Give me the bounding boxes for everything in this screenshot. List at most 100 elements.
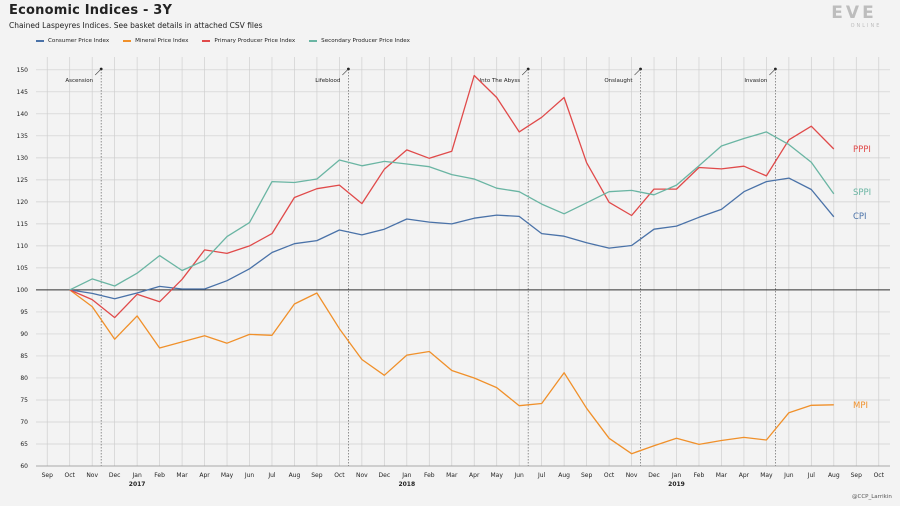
chart-subtitle: Chained Laspeyres Indices. See basket de… — [9, 21, 263, 30]
x-tick-label: Sep — [581, 472, 593, 479]
x-tick-label: Mar — [176, 472, 188, 479]
series-lines — [69, 74, 835, 455]
x-tick-label: May — [491, 472, 504, 479]
chart-legend: Consumer Price Index Mineral Price Index P… — [36, 38, 410, 44]
release-marker-leader — [769, 68, 776, 76]
x-tick-label: Jun — [244, 472, 255, 479]
series-end-labels: CPI MPI PPPI SPPI — [853, 145, 871, 411]
x-tick-label: Jun — [783, 472, 794, 479]
y-tick-label: 130 — [17, 155, 29, 162]
y-tick-label: 110 — [17, 243, 29, 250]
y-tick-label: 145 — [17, 89, 29, 96]
x-tick-label: Jan — [132, 472, 142, 479]
x-tick-label: Oct — [65, 472, 76, 479]
x-tick-label: Apr — [469, 472, 480, 479]
x-tick-label: Sep — [851, 472, 863, 479]
x-tick-label: Jul — [267, 472, 276, 479]
y-tick-label: 80 — [20, 375, 28, 382]
x-tick-label: Sep — [42, 472, 54, 479]
release-marker-leader — [94, 68, 102, 76]
legend-label: Primary Producer Price Index — [214, 38, 296, 44]
x-tick-label: May — [221, 472, 234, 479]
release-marker-label: Into The Abyss — [480, 78, 521, 84]
legend-item: Primary Producer Price Index — [202, 38, 295, 44]
legend-swatch — [309, 40, 318, 42]
series-line-sppi — [69, 131, 835, 291]
release-marker-leader — [634, 68, 641, 76]
year-label: 2019 — [668, 481, 685, 488]
x-tick-label: Sep — [311, 472, 323, 479]
y-tick-label: 150 — [17, 67, 29, 74]
x-tick-label: Apr — [199, 472, 210, 479]
series-line-cpi — [69, 177, 835, 300]
chart-title: Economic Indices - 3Y — [9, 3, 173, 18]
x-tick-label: Mar — [446, 472, 458, 479]
series-line-pppi — [69, 74, 835, 319]
legend-swatch — [123, 40, 132, 42]
x-tick-label: Feb — [694, 472, 705, 479]
series-end-label-cpi: CPI — [853, 212, 867, 222]
legend-swatch — [36, 40, 44, 42]
y-tick-label: 85 — [20, 353, 28, 360]
axes: Sep Oct Nov Dec Jan Feb Mar Apr May Jun Jul Aug Sep O… — [17, 67, 890, 488]
x-tick-label: Apr — [739, 472, 750, 479]
y-tick-label: 75 — [20, 397, 28, 404]
x-tick-label: Nov — [356, 472, 368, 479]
x-tick-label: Dec — [648, 472, 660, 479]
y-tick-label: 115 — [17, 221, 29, 228]
legend-label: Secondary Producer Price Index — [321, 38, 410, 44]
x-tick-label: Jan — [671, 472, 681, 479]
release-marker-label: Invasion — [744, 78, 767, 84]
x-tick-label: Nov — [626, 472, 638, 479]
y-tick-label: 100 — [17, 287, 29, 294]
x-tick-label: Dec — [109, 472, 121, 479]
y-tick-label: 70 — [20, 419, 28, 426]
y-tick-label: 90 — [20, 331, 28, 338]
x-tick-label: Jul — [807, 472, 816, 479]
x-tick-label: Feb — [424, 472, 435, 479]
x-tick-label: Jun — [513, 472, 524, 479]
x-tick-label: Jan — [401, 472, 411, 479]
series-line-mpi — [69, 289, 834, 455]
x-tick-label: Dec — [379, 472, 391, 479]
annotations: Ascension Lifeblood Into The Abyss Onslaugh… — [65, 67, 777, 466]
y-tick-label: 95 — [20, 309, 28, 316]
year-label: 2017 — [129, 481, 146, 488]
x-tick-label: Nov — [86, 472, 98, 479]
x-tick-label: Oct — [874, 472, 885, 479]
legend-swatch — [202, 40, 211, 42]
legend-item: Mineral Price Index — [123, 38, 188, 44]
x-tick-label: Oct — [604, 472, 615, 479]
y-tick-label: 105 — [17, 265, 29, 272]
y-tick-label: 140 — [17, 111, 29, 118]
legend-item: Consumer Price Index — [36, 38, 109, 44]
grid — [36, 57, 890, 467]
x-tick-label: May — [760, 472, 773, 479]
release-marker-leader — [342, 68, 349, 76]
logo-text: EVE — [831, 3, 876, 23]
legend-item: Secondary Producer Price Index — [309, 38, 410, 44]
release-marker-label: Ascension — [65, 78, 93, 84]
y-tick-label: 135 — [17, 133, 29, 140]
x-tick-label: Aug — [289, 472, 301, 479]
year-label: 2018 — [398, 481, 415, 488]
y-tick-label: 60 — [20, 463, 28, 470]
release-marker-leader — [521, 68, 529, 76]
logo-subtext: ONLINE — [851, 23, 882, 29]
release-marker-label: Lifeblood — [315, 78, 340, 84]
series-end-label-sppi: SPPI — [853, 188, 871, 198]
y-tick-label: 65 — [20, 441, 28, 448]
x-tick-label: Feb — [154, 472, 165, 479]
y-tick-label: 125 — [17, 177, 29, 184]
x-tick-label: Aug — [828, 472, 840, 479]
eve-online-logo: EVE ONLINE — [831, 3, 882, 29]
x-tick-label: Jul — [537, 472, 546, 479]
release-marker-label: Onslaught — [604, 78, 633, 84]
x-tick-label: Oct — [334, 472, 345, 479]
x-tick-label: Mar — [716, 472, 728, 479]
y-tick-label: 120 — [17, 199, 29, 206]
legend-label: Consumer Price Index — [48, 38, 110, 44]
x-tick-label: Aug — [558, 472, 570, 479]
